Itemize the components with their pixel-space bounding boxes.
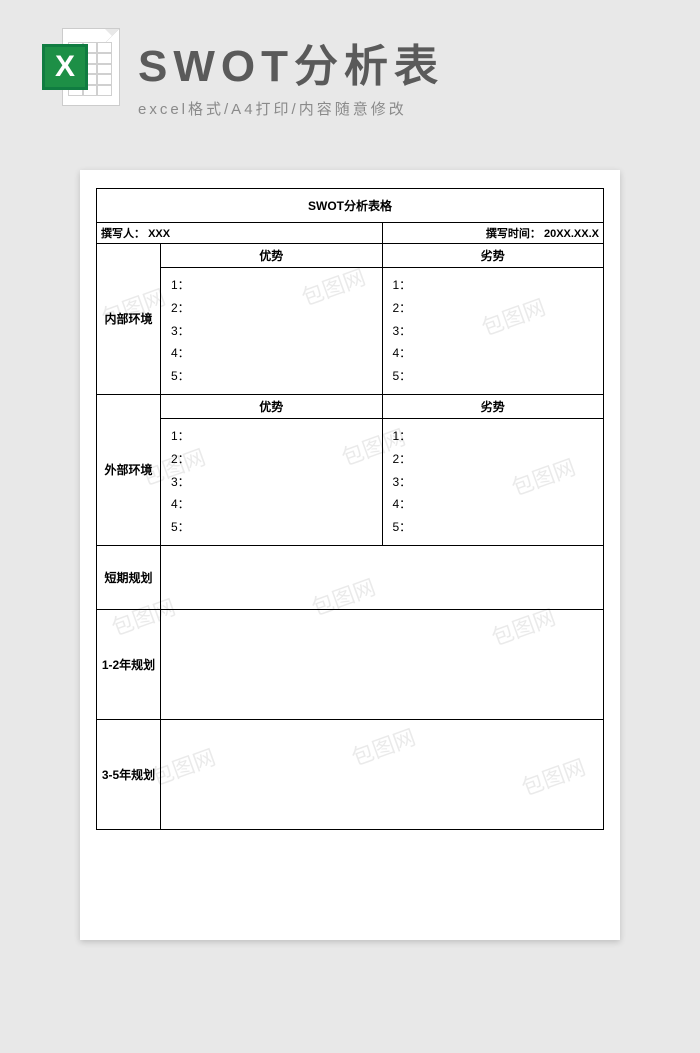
cell-internal-strength: 1： 2： 3： 4： 5： [161,268,383,395]
list-item: 4： [393,342,594,365]
list-item: 4： [171,493,372,516]
cell-mid-plan [161,609,604,719]
list-item: 1： [171,274,372,297]
cell-short-plan [161,545,604,609]
page-title: SWOT分析表 [138,30,444,94]
col-header-weakness-1: 劣势 [382,244,604,268]
cell-internal-weakness: 1： 2： 3： 4： 5： [382,268,604,395]
document-sheet: SWOT分析表格 撰写人： XXX 撰写时间： 20XX.XX.X 内部环境 优… [80,170,620,940]
list-item: 3： [171,471,372,494]
list-item: 5： [393,516,594,539]
list-item: 5： [171,365,372,388]
row-label-mid-plan: 1-2年规划 [97,609,161,719]
cell-long-plan [161,719,604,829]
excel-icon-letter: X [55,50,75,84]
list-item: 1： [393,425,594,448]
list-item: 2： [393,448,594,471]
list-item: 2： [171,448,372,471]
row-label-short-plan: 短期规划 [97,545,161,609]
list-item: 4： [393,493,594,516]
row-label-external: 外部环境 [97,394,161,545]
list-item: 3： [393,471,594,494]
swot-table: SWOT分析表格 撰写人： XXX 撰写时间： 20XX.XX.X 内部环境 优… [96,188,604,830]
doc-title: SWOT分析表格 [97,189,604,223]
list-item: 5： [393,365,594,388]
list-item: 3： [393,320,594,343]
meta-date: 撰写时间： 20XX.XX.X [382,223,604,244]
meta-author: 撰写人： XXX [97,223,383,244]
list-item: 1： [171,425,372,448]
col-header-strength-2: 优势 [161,394,383,418]
page-header: X SWOT分析表 excel格式/A4打印/内容随意修改 [0,0,700,119]
excel-icon: X [42,28,120,106]
col-header-strength-1: 优势 [161,244,383,268]
list-item: 2： [393,297,594,320]
row-label-internal: 内部环境 [97,244,161,395]
list-item: 2： [171,297,372,320]
page-subtitle: excel格式/A4打印/内容随意修改 [138,98,444,119]
list-item: 4： [171,342,372,365]
col-header-weakness-2: 劣势 [382,394,604,418]
cell-external-weakness: 1： 2： 3： 4： 5： [382,418,604,545]
author-label: 撰写人： [101,228,145,240]
row-label-long-plan: 3-5年规划 [97,719,161,829]
list-item: 5： [171,516,372,539]
date-label: 撰写时间： [486,228,541,240]
list-item: 1： [393,274,594,297]
author-value: XXX [148,228,170,240]
list-item: 3： [171,320,372,343]
cell-external-strength: 1： 2： 3： 4： 5： [161,418,383,545]
date-value: 20XX.XX.X [544,228,599,240]
